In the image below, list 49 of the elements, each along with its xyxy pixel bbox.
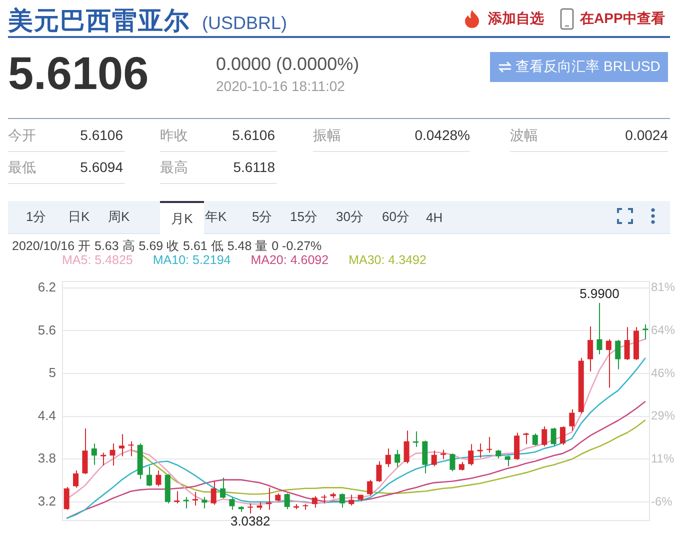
y2-tick-label: -6%: [651, 494, 673, 508]
text: MA5: 5.4825: [62, 253, 133, 267]
chart-subtitle: (USDBRL): [202, 13, 288, 33]
text: 在APP中查看: [580, 10, 665, 28]
text: 2020-10-16 18:11:02: [216, 78, 345, 94]
text: 最高: [160, 159, 188, 177]
text: 60分: [382, 208, 410, 226]
text: 5分: [252, 208, 272, 226]
annotation: 3.0382: [230, 514, 270, 529]
y-tick-label: 3.8: [38, 450, 56, 466]
text: MA30: 4.3492: [348, 253, 426, 267]
text: 周K: [108, 208, 130, 226]
y2-tick-label: 29%: [651, 408, 676, 423]
text: 5.6118: [233, 159, 275, 175]
text: 5.6106: [232, 127, 275, 143]
text: 月K: [160, 201, 204, 234]
text: 1分: [26, 208, 46, 226]
text: 4H: [426, 208, 443, 226]
y2-tick-label: 81%: [651, 280, 676, 294]
y-tick-label: 5.6: [38, 322, 56, 338]
text: 5.6106: [8, 46, 149, 100]
annotation: 5.9900: [580, 286, 620, 301]
y2-tick-label: 64%: [651, 323, 676, 338]
text: MA10: 5.2194: [152, 253, 231, 267]
text: MA20: 4.6092: [250, 253, 329, 267]
text: 添加自选: [488, 10, 544, 28]
text: 今开: [8, 127, 36, 145]
text: 15分: [290, 208, 318, 226]
y2-tick-label: 11%: [651, 451, 674, 466]
y-tick-label: 4.4: [38, 408, 56, 423]
y-tick-label: 5: [48, 365, 56, 380]
text: 年K: [205, 208, 227, 226]
text: 2020/10/16 开 5.63 高 5.69 收 5.61 低 5.48 量 0 -0.27%: [12, 238, 322, 255]
text: 振幅: [313, 127, 341, 145]
text: 查看反向汇率 BRLUSD: [490, 52, 668, 82]
text: 30分: [336, 208, 364, 226]
text: 0.0428%: [414, 127, 470, 143]
y-tick-label: 6.2: [38, 280, 56, 295]
text: 日K: [68, 208, 90, 226]
text: 昨收: [160, 127, 188, 145]
text: 波幅: [510, 127, 538, 145]
text: 5.6106: [80, 127, 123, 143]
text: 0.0024: [624, 127, 668, 143]
y2-tick-label: 46%: [651, 366, 676, 380]
text: 5.6094: [80, 159, 123, 175]
text: 最低: [8, 159, 36, 177]
chart-title: 美元巴西雷亚尔: [8, 7, 190, 35]
text: 0.0000 (0.0000%): [216, 54, 360, 75]
y-tick-label: 3.2: [38, 494, 56, 509]
